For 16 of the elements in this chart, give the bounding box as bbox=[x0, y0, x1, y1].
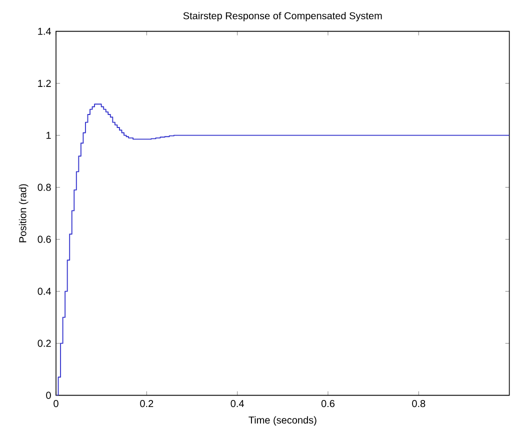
chart-title: Stairstep Response of Compensated System bbox=[183, 12, 382, 22]
y-tick-label: 0.8 bbox=[38, 184, 51, 191]
x-axis-title: Time (seconds) bbox=[248, 416, 316, 426]
x-tick-label: 0.4 bbox=[230, 400, 244, 408]
y-tick-label: 0 bbox=[46, 392, 51, 399]
y-tick-label: 1 bbox=[46, 132, 51, 139]
x-tick-label: 0.6 bbox=[321, 400, 335, 408]
x-tick-label: 0.2 bbox=[140, 400, 154, 408]
y-tick-label: 1.4 bbox=[38, 28, 51, 35]
y-tick-label: 0.4 bbox=[38, 288, 51, 295]
y-tick-label: 0.2 bbox=[38, 340, 51, 347]
x-tick-label: 0 bbox=[54, 400, 58, 408]
y-axis-title: Position (rad) bbox=[18, 184, 28, 242]
y-tick-label: 1.2 bbox=[38, 80, 51, 87]
x-tick-label: 0.8 bbox=[412, 400, 426, 408]
y-tick-label: 0.6 bbox=[38, 236, 51, 243]
